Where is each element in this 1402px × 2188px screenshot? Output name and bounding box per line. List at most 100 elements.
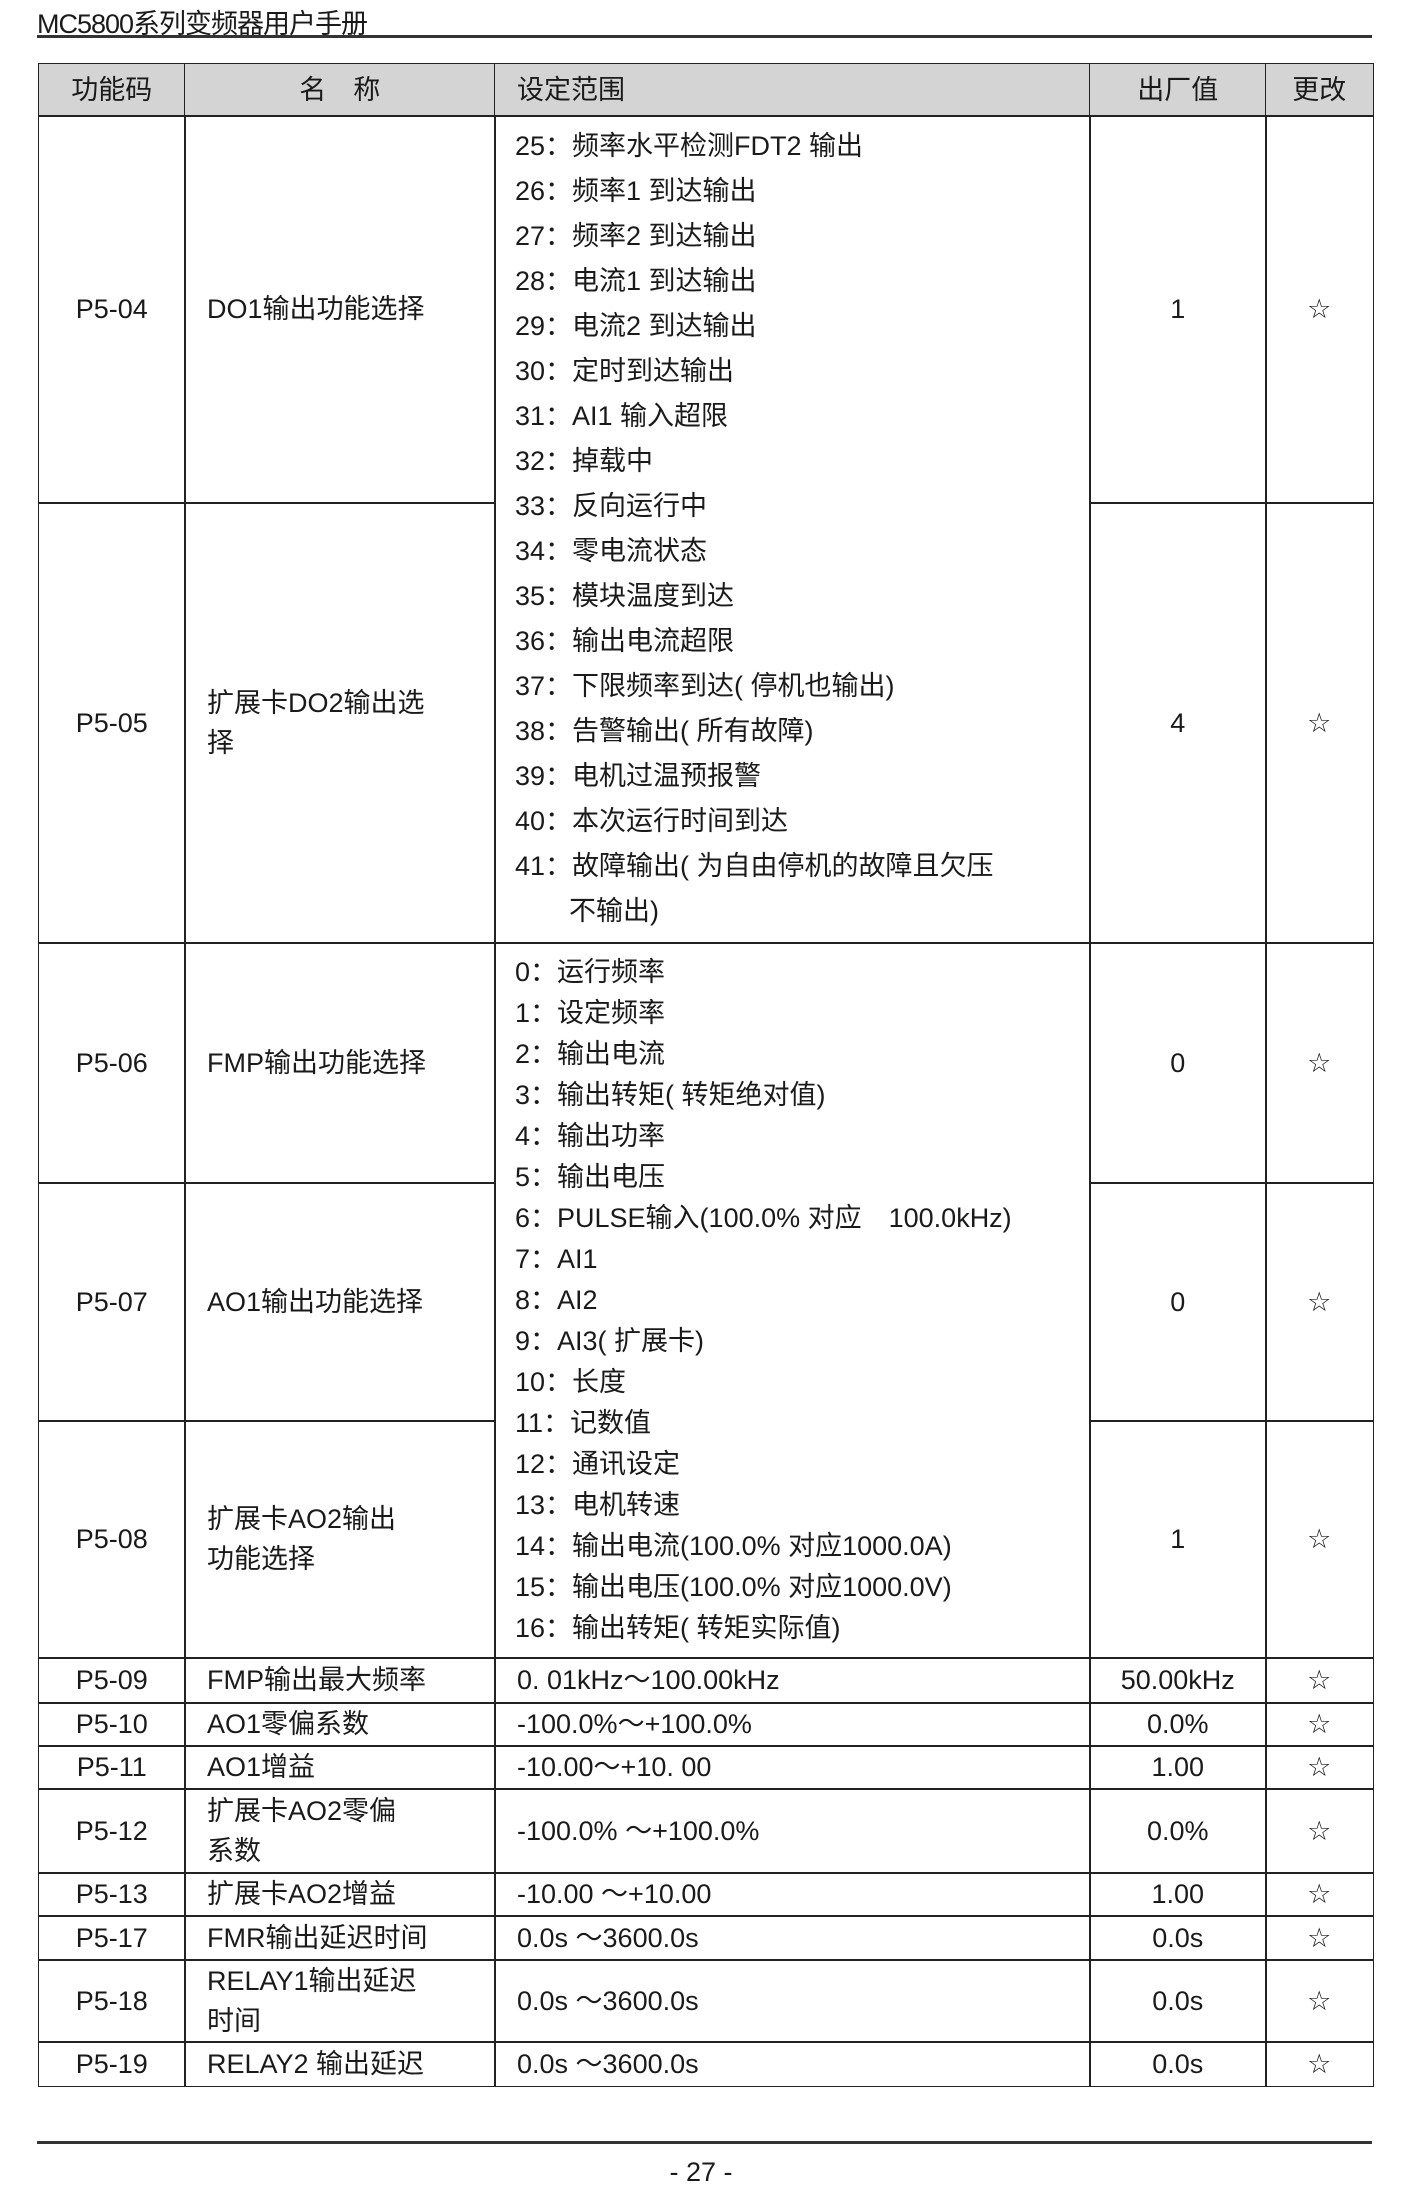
range-option: 30：定时到达输出 bbox=[515, 356, 735, 387]
range-cell-merged: 0：运行频率 1：设定频率 2：输出电流 3：输出转矩( 转矩绝对值) 4：输出功率 5：… bbox=[494, 942, 1091, 1659]
change-cell: ☆ bbox=[1265, 2041, 1374, 2087]
name-cell: RELAY2 输出延迟 bbox=[184, 2041, 496, 2087]
default-cell: 0.0s bbox=[1089, 1915, 1267, 1961]
name-cell: DO1输出功能选择 bbox=[184, 115, 496, 504]
parameter-code: P5-04 bbox=[75, 294, 148, 325]
range-option: 36：输出电流超限 bbox=[515, 626, 735, 657]
parameter-code: P5-12 bbox=[75, 1815, 148, 1846]
parameter-name-line: 扩展卡AO2增益 bbox=[207, 1879, 397, 1910]
range-option: 1：设定频率 bbox=[515, 997, 666, 1028]
change-star-icon: ☆ bbox=[1307, 1752, 1332, 1783]
range-option: 14：输出电流(100.0% 对应1000.0A) bbox=[515, 1530, 952, 1561]
name-cell: FMR输出延迟时间 bbox=[184, 1915, 496, 1961]
range-option: 38：告警输出( 所有故障) bbox=[515, 716, 814, 747]
default-value: 0.0% bbox=[1146, 1815, 1209, 1846]
name-cell: AO1增益 bbox=[184, 1745, 496, 1790]
change-star-icon: ☆ bbox=[1307, 2048, 1332, 2079]
change-star-icon: ☆ bbox=[1307, 1709, 1332, 1740]
header-divider bbox=[37, 35, 1372, 38]
column-header-change: 更改 bbox=[1265, 63, 1374, 117]
change-star-icon: ☆ bbox=[1307, 1815, 1332, 1846]
change-star-icon: ☆ bbox=[1307, 1985, 1332, 2016]
change-cell: ☆ bbox=[1265, 1182, 1374, 1422]
default-cell: 1 bbox=[1089, 115, 1267, 504]
code-cell: P5-11 bbox=[38, 1745, 186, 1790]
parameter-code: P5-09 bbox=[75, 1665, 148, 1696]
range-option: 11：记数值 bbox=[515, 1407, 652, 1438]
change-star-icon: ☆ bbox=[1307, 1879, 1332, 1910]
default-value: 1.00 bbox=[1151, 1752, 1205, 1783]
parameter-name-line: FMP输出最大频率 bbox=[207, 1665, 426, 1696]
parameter-name-line: 择 bbox=[207, 727, 234, 758]
parameter-name-line: AO1零偏系数 bbox=[207, 1709, 370, 1740]
parameter-name-line: 功能选择 bbox=[207, 1544, 315, 1575]
range-cell: -10.00～+10. 00 bbox=[494, 1745, 1091, 1790]
range-option: 16：输出转矩( 转矩实际值) bbox=[515, 1612, 841, 1643]
default-value: 0 bbox=[1170, 1286, 1186, 1317]
setting-range: -100.0%～+100.0% bbox=[517, 1709, 752, 1740]
change-cell: ☆ bbox=[1265, 1420, 1374, 1659]
range-option: 33：反向运行中 bbox=[515, 491, 708, 522]
parameter-code: P5-07 bbox=[75, 1286, 148, 1317]
name-cell: FMP输出最大频率 bbox=[184, 1657, 496, 1704]
name-cell: AO1零偏系数 bbox=[184, 1702, 496, 1747]
range-option: 37：下限频率到达( 停机也输出) bbox=[515, 671, 895, 702]
default-cell: 4 bbox=[1089, 502, 1267, 944]
change-star-icon: ☆ bbox=[1307, 294, 1332, 325]
default-cell: 1.00 bbox=[1089, 1872, 1267, 1917]
code-cell: P5-05 bbox=[38, 502, 186, 944]
setting-range: -10.00 ～+10.00 bbox=[517, 1879, 712, 1910]
parameter-code: P5-18 bbox=[75, 1985, 148, 2016]
setting-range: 0. 01kHz～100.00kHz bbox=[517, 1665, 780, 1696]
change-star-icon: ☆ bbox=[1307, 1922, 1332, 1953]
page-number: - 27 - bbox=[669, 2157, 733, 2187]
default-cell: 1.00 bbox=[1089, 1745, 1267, 1790]
parameter-name-line: 扩展卡DO2输出选 bbox=[207, 687, 425, 718]
default-value: 0.0% bbox=[1146, 1709, 1209, 1740]
parameter-code: P5-17 bbox=[75, 1922, 148, 1953]
range-option: 10：长度 bbox=[515, 1366, 627, 1397]
parameter-name-line: DO1输出功能选择 bbox=[207, 294, 425, 325]
code-cell: P5-17 bbox=[38, 1915, 186, 1961]
name-cell: 扩展卡AO2零偏 系数 bbox=[184, 1788, 496, 1874]
parameter-code: P5-06 bbox=[75, 1047, 148, 1078]
parameter-code: P5-13 bbox=[75, 1879, 148, 1910]
default-value: 1 bbox=[1170, 1524, 1186, 1555]
range-option: 39：电机过温预报警 bbox=[515, 761, 762, 792]
code-cell: P5-08 bbox=[38, 1420, 186, 1659]
default-value: 0 bbox=[1170, 1047, 1186, 1078]
change-cell: ☆ bbox=[1265, 1702, 1374, 1747]
default-value: 1 bbox=[1170, 294, 1186, 325]
range-option: 不输出) bbox=[515, 896, 659, 927]
setting-range: 0.0s ～3600.0s bbox=[517, 1922, 699, 1953]
change-cell: ☆ bbox=[1265, 115, 1374, 504]
setting-range: -10.00～+10. 00 bbox=[517, 1752, 712, 1783]
range-cell: -100.0%～+100.0% bbox=[494, 1702, 1091, 1747]
range-cell-merged: 25：频率水平检测FDT2 输出 26：频率1 到达输出 27：频率2 到达输出 28… bbox=[494, 115, 1091, 944]
column-header-code: 功能码 bbox=[38, 63, 186, 117]
change-cell: ☆ bbox=[1265, 1657, 1374, 1704]
name-cell: AO1输出功能选择 bbox=[184, 1182, 496, 1422]
range-option: 5：输出电压 bbox=[515, 1161, 666, 1192]
column-header-name: 名 称 bbox=[184, 63, 496, 117]
range-option: 6：PULSE输入(100.0% 对应 100.0kHz) bbox=[515, 1202, 1012, 1233]
name-cell: 扩展卡AO2增益 bbox=[184, 1872, 496, 1917]
change-cell: ☆ bbox=[1265, 1872, 1374, 1917]
default-cell: 0 bbox=[1089, 942, 1267, 1184]
code-cell: P5-13 bbox=[38, 1872, 186, 1917]
name-cell: 扩展卡AO2输出 功能选择 bbox=[184, 1420, 496, 1659]
setting-range: 0.0s ～3600.0s bbox=[517, 1985, 699, 2016]
column-header-default: 出厂值 bbox=[1089, 63, 1267, 117]
range-option: 26：频率1 到达输出 bbox=[515, 176, 757, 207]
code-cell: P5-10 bbox=[38, 1702, 186, 1747]
code-cell: P5-07 bbox=[38, 1182, 186, 1422]
code-cell: P5-04 bbox=[38, 115, 186, 504]
change-cell: ☆ bbox=[1265, 942, 1374, 1184]
default-cell: 0.0% bbox=[1089, 1788, 1267, 1874]
range-option: 32：掉载中 bbox=[515, 446, 654, 477]
range-option: 29：电流2 到达输出 bbox=[515, 311, 757, 342]
range-option: 40：本次运行时间到达 bbox=[515, 806, 789, 837]
range-option: 0：运行频率 bbox=[515, 956, 666, 987]
parameter-name-line: RELAY1输出延迟 bbox=[207, 1965, 417, 1996]
change-star-icon: ☆ bbox=[1307, 707, 1332, 738]
